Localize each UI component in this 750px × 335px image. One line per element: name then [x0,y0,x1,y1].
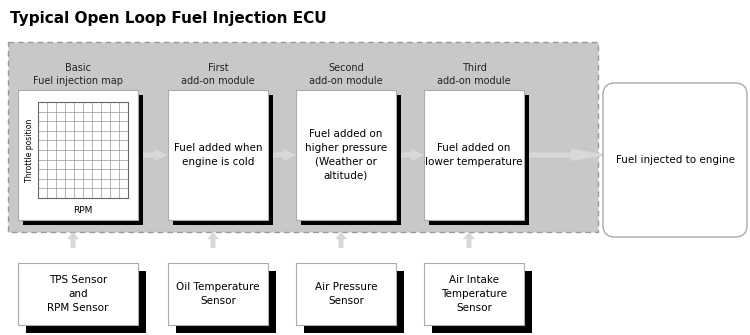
FancyBboxPatch shape [173,95,273,225]
Polygon shape [463,232,475,248]
Text: Oil Temperature
Sensor: Oil Temperature Sensor [176,282,260,306]
FancyBboxPatch shape [424,263,524,325]
Polygon shape [335,232,347,248]
Polygon shape [524,149,610,161]
Text: Fuel added on
higher pressure
(Weather or
altitude): Fuel added on higher pressure (Weather o… [305,129,387,181]
FancyBboxPatch shape [168,90,268,220]
FancyBboxPatch shape [23,95,143,225]
FancyBboxPatch shape [603,83,747,237]
Text: Basic
Fuel injection map: Basic Fuel injection map [33,63,123,86]
FancyBboxPatch shape [18,263,138,325]
Text: Typical Open Loop Fuel Injection ECU: Typical Open Loop Fuel Injection ECU [10,10,327,25]
Polygon shape [138,149,168,161]
Polygon shape [67,232,79,248]
FancyBboxPatch shape [296,90,396,220]
Text: Fuel injected to engine: Fuel injected to engine [616,155,734,165]
FancyBboxPatch shape [304,271,404,333]
FancyBboxPatch shape [429,95,529,225]
Polygon shape [396,149,424,161]
Text: RPM: RPM [74,206,93,215]
Text: TPS Sensor
and
RPM Sensor: TPS Sensor and RPM Sensor [47,275,109,313]
FancyBboxPatch shape [18,90,138,220]
Text: Air Intake
Temperature
Sensor: Air Intake Temperature Sensor [441,275,507,313]
Text: Air Pressure
Sensor: Air Pressure Sensor [315,282,377,306]
FancyBboxPatch shape [8,42,598,232]
FancyBboxPatch shape [296,263,396,325]
FancyBboxPatch shape [176,271,276,333]
FancyBboxPatch shape [168,263,268,325]
FancyBboxPatch shape [301,95,401,225]
Text: Second
add-on module: Second add-on module [309,63,382,86]
Text: Fuel added when
engine is cold: Fuel added when engine is cold [174,143,262,167]
Text: Throttle position: Throttle position [26,118,34,182]
FancyBboxPatch shape [432,271,532,333]
Polygon shape [268,149,296,161]
Polygon shape [207,232,219,248]
Text: Fuel added on
lower temperature: Fuel added on lower temperature [425,143,523,167]
FancyBboxPatch shape [26,271,146,333]
Text: First
add-on module: First add-on module [182,63,255,86]
Text: Third
add-on module: Third add-on module [437,63,511,86]
FancyBboxPatch shape [424,90,524,220]
